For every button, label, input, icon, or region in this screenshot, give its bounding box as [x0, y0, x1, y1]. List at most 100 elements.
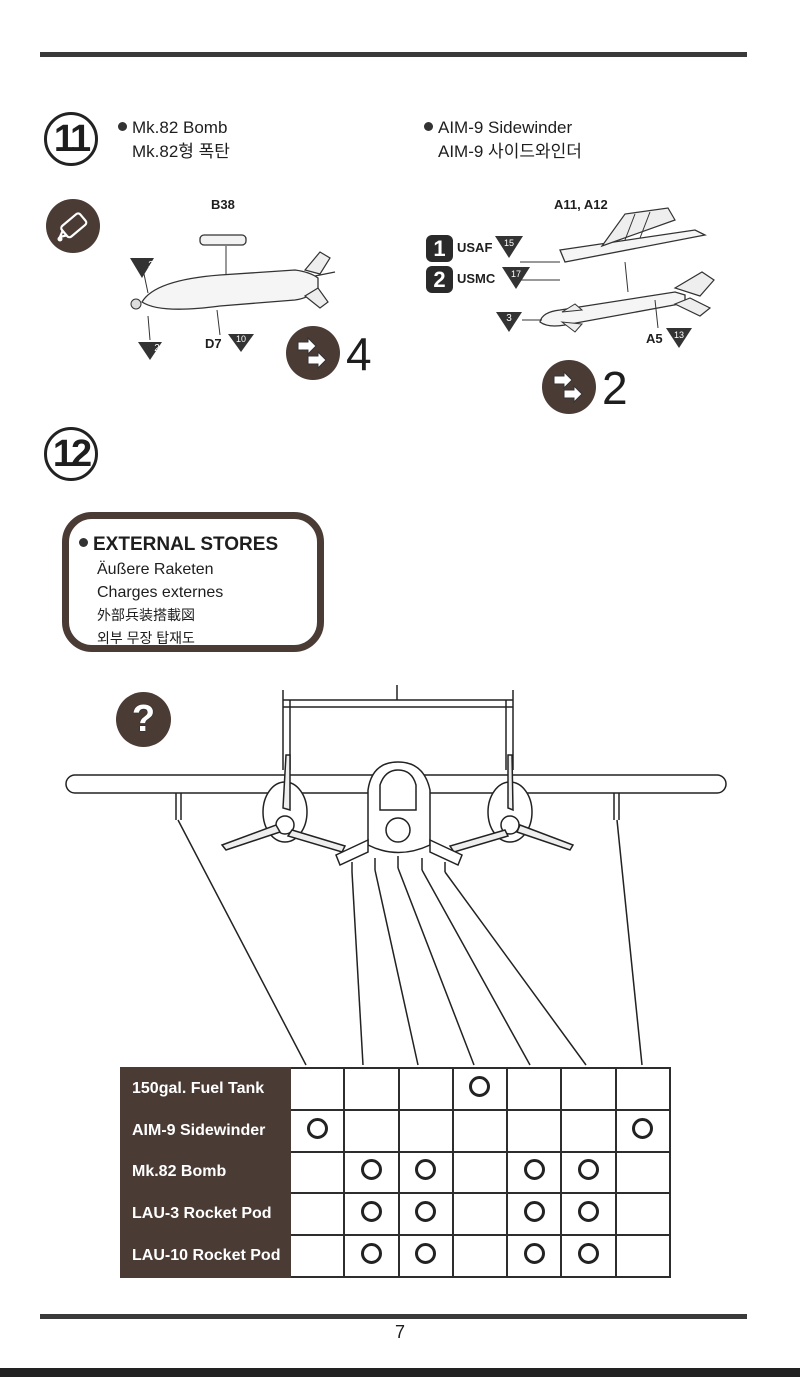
- station-cell: [506, 1067, 563, 1111]
- station-cell: [614, 1067, 672, 1111]
- table-row: LAU-10 Rocket Pod: [120, 1234, 672, 1278]
- table-row: Mk.82 Bomb: [120, 1150, 672, 1195]
- glue-icon: [46, 199, 100, 253]
- station-cell: [451, 1108, 509, 1153]
- station-cell: [451, 1150, 509, 1195]
- usmc-ref-num: 17: [510, 269, 521, 279]
- station-cell: [451, 1192, 509, 1237]
- badge-1: 1: [426, 235, 453, 262]
- station-cell: [288, 1108, 346, 1153]
- aircraft-front-view: [65, 685, 727, 1066]
- ref-triangle-icon: [502, 267, 530, 289]
- station-cell: [343, 1150, 400, 1195]
- ref-num-2: 2: [154, 343, 160, 354]
- mount-circle-icon: [578, 1159, 600, 1181]
- row-label: LAU-10 Rocket Pod: [120, 1234, 291, 1278]
- mount-circle-icon: [523, 1159, 545, 1181]
- station-cell: [288, 1234, 346, 1278]
- station-cell: [614, 1108, 672, 1153]
- table-row: AIM-9 Sidewinder: [120, 1108, 672, 1153]
- station-cell: [560, 1192, 617, 1237]
- row-label: AIM-9 Sidewinder: [120, 1108, 291, 1153]
- top-rule: [40, 52, 747, 57]
- quantity-icon: [286, 326, 340, 380]
- station-cell: [560, 1150, 617, 1195]
- external-stores-de: Äußere Raketen: [97, 561, 214, 578]
- mount-circle-icon: [306, 1117, 328, 1139]
- mount-circle-icon: [578, 1243, 600, 1265]
- aim9-sidewinder-drawing: [496, 207, 715, 348]
- question-mark: ?: [131, 698, 156, 740]
- station-cell: [560, 1108, 617, 1153]
- station-cell: [397, 1067, 454, 1111]
- mount-circle-icon: [360, 1159, 382, 1181]
- table-row: LAU-3 Rocket Pod: [120, 1192, 672, 1237]
- bullet-icon: [118, 122, 127, 132]
- aim9-ref-num-3: 3: [506, 313, 512, 324]
- mount-circle-icon: [632, 1117, 654, 1139]
- external-stores-ja: 外部兵装搭載図: [97, 607, 195, 623]
- row-label: LAU-3 Rocket Pod: [120, 1192, 291, 1237]
- station-cell: [506, 1108, 563, 1153]
- station-cell: [614, 1234, 672, 1278]
- usaf-label: USAF: [457, 240, 493, 255]
- usaf-ref-num: 15: [503, 238, 514, 248]
- station-cell: [288, 1067, 346, 1111]
- aim9-title: AIM-9 Sidewinder AIM-9 사이드와인더: [424, 116, 582, 164]
- mount-circle-icon: [360, 1201, 382, 1223]
- aim9-title-en: AIM-9 Sidewinder: [438, 118, 573, 137]
- mk82-title-en: Mk.82 Bomb: [132, 118, 228, 137]
- mk82-title-ko: Mk.82형 폭탄: [132, 142, 230, 161]
- bullet-icon: [424, 122, 433, 132]
- ref-num-10: 10: [235, 334, 246, 344]
- station-cell: [343, 1234, 400, 1278]
- part-b38-label: B38: [211, 197, 235, 212]
- mount-circle-icon: [469, 1075, 491, 1097]
- mk82-title: Mk.82 Bomb Mk.82형 폭탄: [118, 116, 230, 164]
- ref-num-3: 3: [148, 260, 154, 271]
- mount-circle-icon: [523, 1243, 545, 1265]
- aim9-title-ko: AIM-9 사이드와인더: [438, 142, 582, 161]
- part-d7-label: D7: [205, 336, 222, 351]
- station-cell: [397, 1192, 454, 1237]
- external-stores-title: EXTERNAL STORES: [93, 534, 279, 555]
- part-a11-a12-label: A11, A12: [554, 197, 608, 212]
- station-cell: [506, 1150, 563, 1195]
- station-cell: [343, 1192, 400, 1237]
- row-label: Mk.82 Bomb: [120, 1150, 291, 1195]
- mount-circle-icon: [415, 1159, 437, 1181]
- quantity-icon: [542, 360, 596, 414]
- station-cell: [288, 1192, 346, 1237]
- ref-triangle-icon: [495, 236, 523, 258]
- mount-circle-icon: [415, 1201, 437, 1223]
- step-11-number: 11: [44, 112, 98, 166]
- station-cell: [343, 1108, 400, 1153]
- question-icon: ?: [116, 692, 171, 747]
- table-row: 150gal. Fuel Tank: [120, 1067, 672, 1111]
- mount-circle-icon: [360, 1243, 382, 1265]
- step-12-number: 12: [44, 427, 98, 481]
- bullet-icon: [79, 538, 88, 548]
- station-cell: [560, 1234, 617, 1278]
- station-cell: [343, 1067, 400, 1111]
- external-stores-box: EXTERNAL STORES Äußere Raketen Charges e…: [62, 512, 324, 652]
- external-stores-ko: 외부 무장 탑재도: [97, 630, 195, 646]
- station-cell: [614, 1150, 672, 1195]
- mk82-quantity: 4: [346, 328, 372, 380]
- aim9-quantity: 2: [602, 362, 628, 414]
- mk82-bomb-drawing: [130, 234, 336, 360]
- station-cell: [451, 1067, 509, 1111]
- station-cell: [614, 1192, 672, 1237]
- station-cell: [451, 1234, 509, 1278]
- badge-2: 2: [426, 266, 453, 293]
- station-cell: [397, 1150, 454, 1195]
- page-number: 7: [394, 1322, 405, 1342]
- mount-circle-icon: [415, 1243, 437, 1265]
- bottom-rule: [40, 1314, 747, 1319]
- bottom-edge-bar: [0, 1368, 800, 1377]
- part-a5-label: A5: [646, 331, 663, 346]
- mount-circle-icon: [523, 1201, 545, 1223]
- station-cell: [288, 1150, 346, 1195]
- external-stores-table: 150gal. Fuel Tank AIM-9 Sidewinder Mk.82 B…: [120, 1067, 672, 1278]
- station-cell: [506, 1192, 563, 1237]
